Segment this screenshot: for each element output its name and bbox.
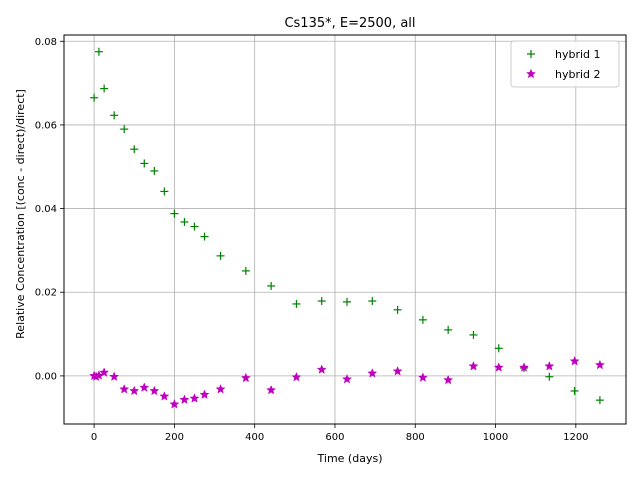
x-axis-label: Time (days) [317, 452, 383, 465]
data-point-star [594, 359, 605, 370]
data-point-plus [170, 209, 179, 218]
data-point-plus [267, 281, 276, 290]
data-point-plus [120, 125, 129, 134]
y-tick-label: 0.04 [35, 204, 57, 215]
data-point-star [266, 384, 277, 395]
data-point-plus [160, 187, 169, 196]
data-point-plus [241, 266, 250, 275]
data-point-plus [150, 166, 159, 175]
data-point-star [119, 383, 130, 394]
data-point-star [199, 389, 210, 399]
data-point-plus [190, 222, 199, 231]
data-point-plus [140, 159, 149, 168]
data-point-star [519, 362, 530, 372]
data-point-plus [469, 330, 478, 339]
data-point-star [316, 364, 327, 374]
legend-marker [525, 68, 537, 79]
data-point-plus [368, 297, 377, 306]
data-point-star [443, 374, 454, 385]
data-point-plus [343, 297, 352, 306]
data-point-plus [545, 372, 554, 381]
data-point-plus [570, 386, 579, 395]
data-point-plus [180, 217, 189, 226]
data-point-star [129, 385, 140, 396]
data-point-star [493, 362, 504, 372]
data-point-star [240, 372, 251, 383]
x-tick-label: 800 [406, 432, 425, 443]
x-tick-label: 200 [165, 432, 184, 443]
data-point-plus [110, 111, 119, 120]
data-point-plus [393, 305, 402, 314]
data-point-star [149, 385, 160, 396]
legend-marker [527, 50, 535, 58]
legend-label: hybrid 1 [555, 48, 601, 61]
data-point-plus [595, 396, 604, 405]
data-point-plus [94, 47, 103, 56]
data-point-plus [494, 344, 503, 353]
data-point-star [417, 372, 428, 382]
data-point-star [544, 360, 555, 371]
data-point-plus [292, 299, 301, 308]
data-point-star [215, 383, 226, 394]
data-point-plus [200, 232, 209, 241]
y-tick-label: 0.00 [35, 371, 57, 382]
plot-frame [63, 34, 627, 425]
series-hybrid-1 [90, 47, 604, 405]
data-point-plus [90, 93, 99, 102]
data-point-star [99, 367, 110, 377]
data-point-plus [317, 297, 326, 306]
data-point-star [367, 368, 378, 378]
axis-ticks: 0 200 400 600 800 1000 1200 0.00 0.02 0.04 0.06 0.0… [35, 37, 589, 443]
x-tick-label: 600 [325, 432, 344, 443]
data-point-star [392, 366, 403, 376]
legend-box [510, 40, 620, 88]
data-point-star [169, 399, 180, 409]
data-point-star [341, 373, 353, 384]
data-point-plus [216, 251, 225, 260]
y-tick-label: 0.02 [35, 288, 57, 299]
data-point-star [569, 355, 580, 366]
y-tick-label: 0.06 [35, 120, 57, 131]
data-point-star [139, 382, 150, 392]
legend: hybrid 1 hybrid 2 [510, 40, 620, 88]
x-tick-label: 1000 [483, 432, 508, 443]
x-tick-label: 400 [245, 432, 264, 443]
data-point-star [468, 360, 479, 371]
data-point-star [291, 371, 302, 382]
data-point-plus [130, 145, 139, 154]
chart-title: Cs135*, E=2500, all [284, 16, 415, 31]
data-point-star [179, 394, 190, 405]
data-point-plus [418, 315, 427, 324]
series-layer [89, 47, 605, 409]
x-tick-label: 0 [91, 432, 97, 443]
data-point-star [189, 393, 200, 403]
x-tick-label: 1200 [563, 432, 588, 443]
data-point-plus [100, 84, 109, 93]
y-axis-label: Relative Concentration [(conc - direct)/… [14, 89, 27, 339]
data-point-star [109, 371, 120, 382]
legend-label: hybrid 2 [555, 68, 601, 81]
y-tick-label: 0.08 [35, 37, 57, 48]
grid [64, 35, 626, 424]
series-hybrid-2 [89, 355, 605, 409]
data-point-star [159, 391, 170, 401]
data-point-plus [444, 325, 453, 334]
